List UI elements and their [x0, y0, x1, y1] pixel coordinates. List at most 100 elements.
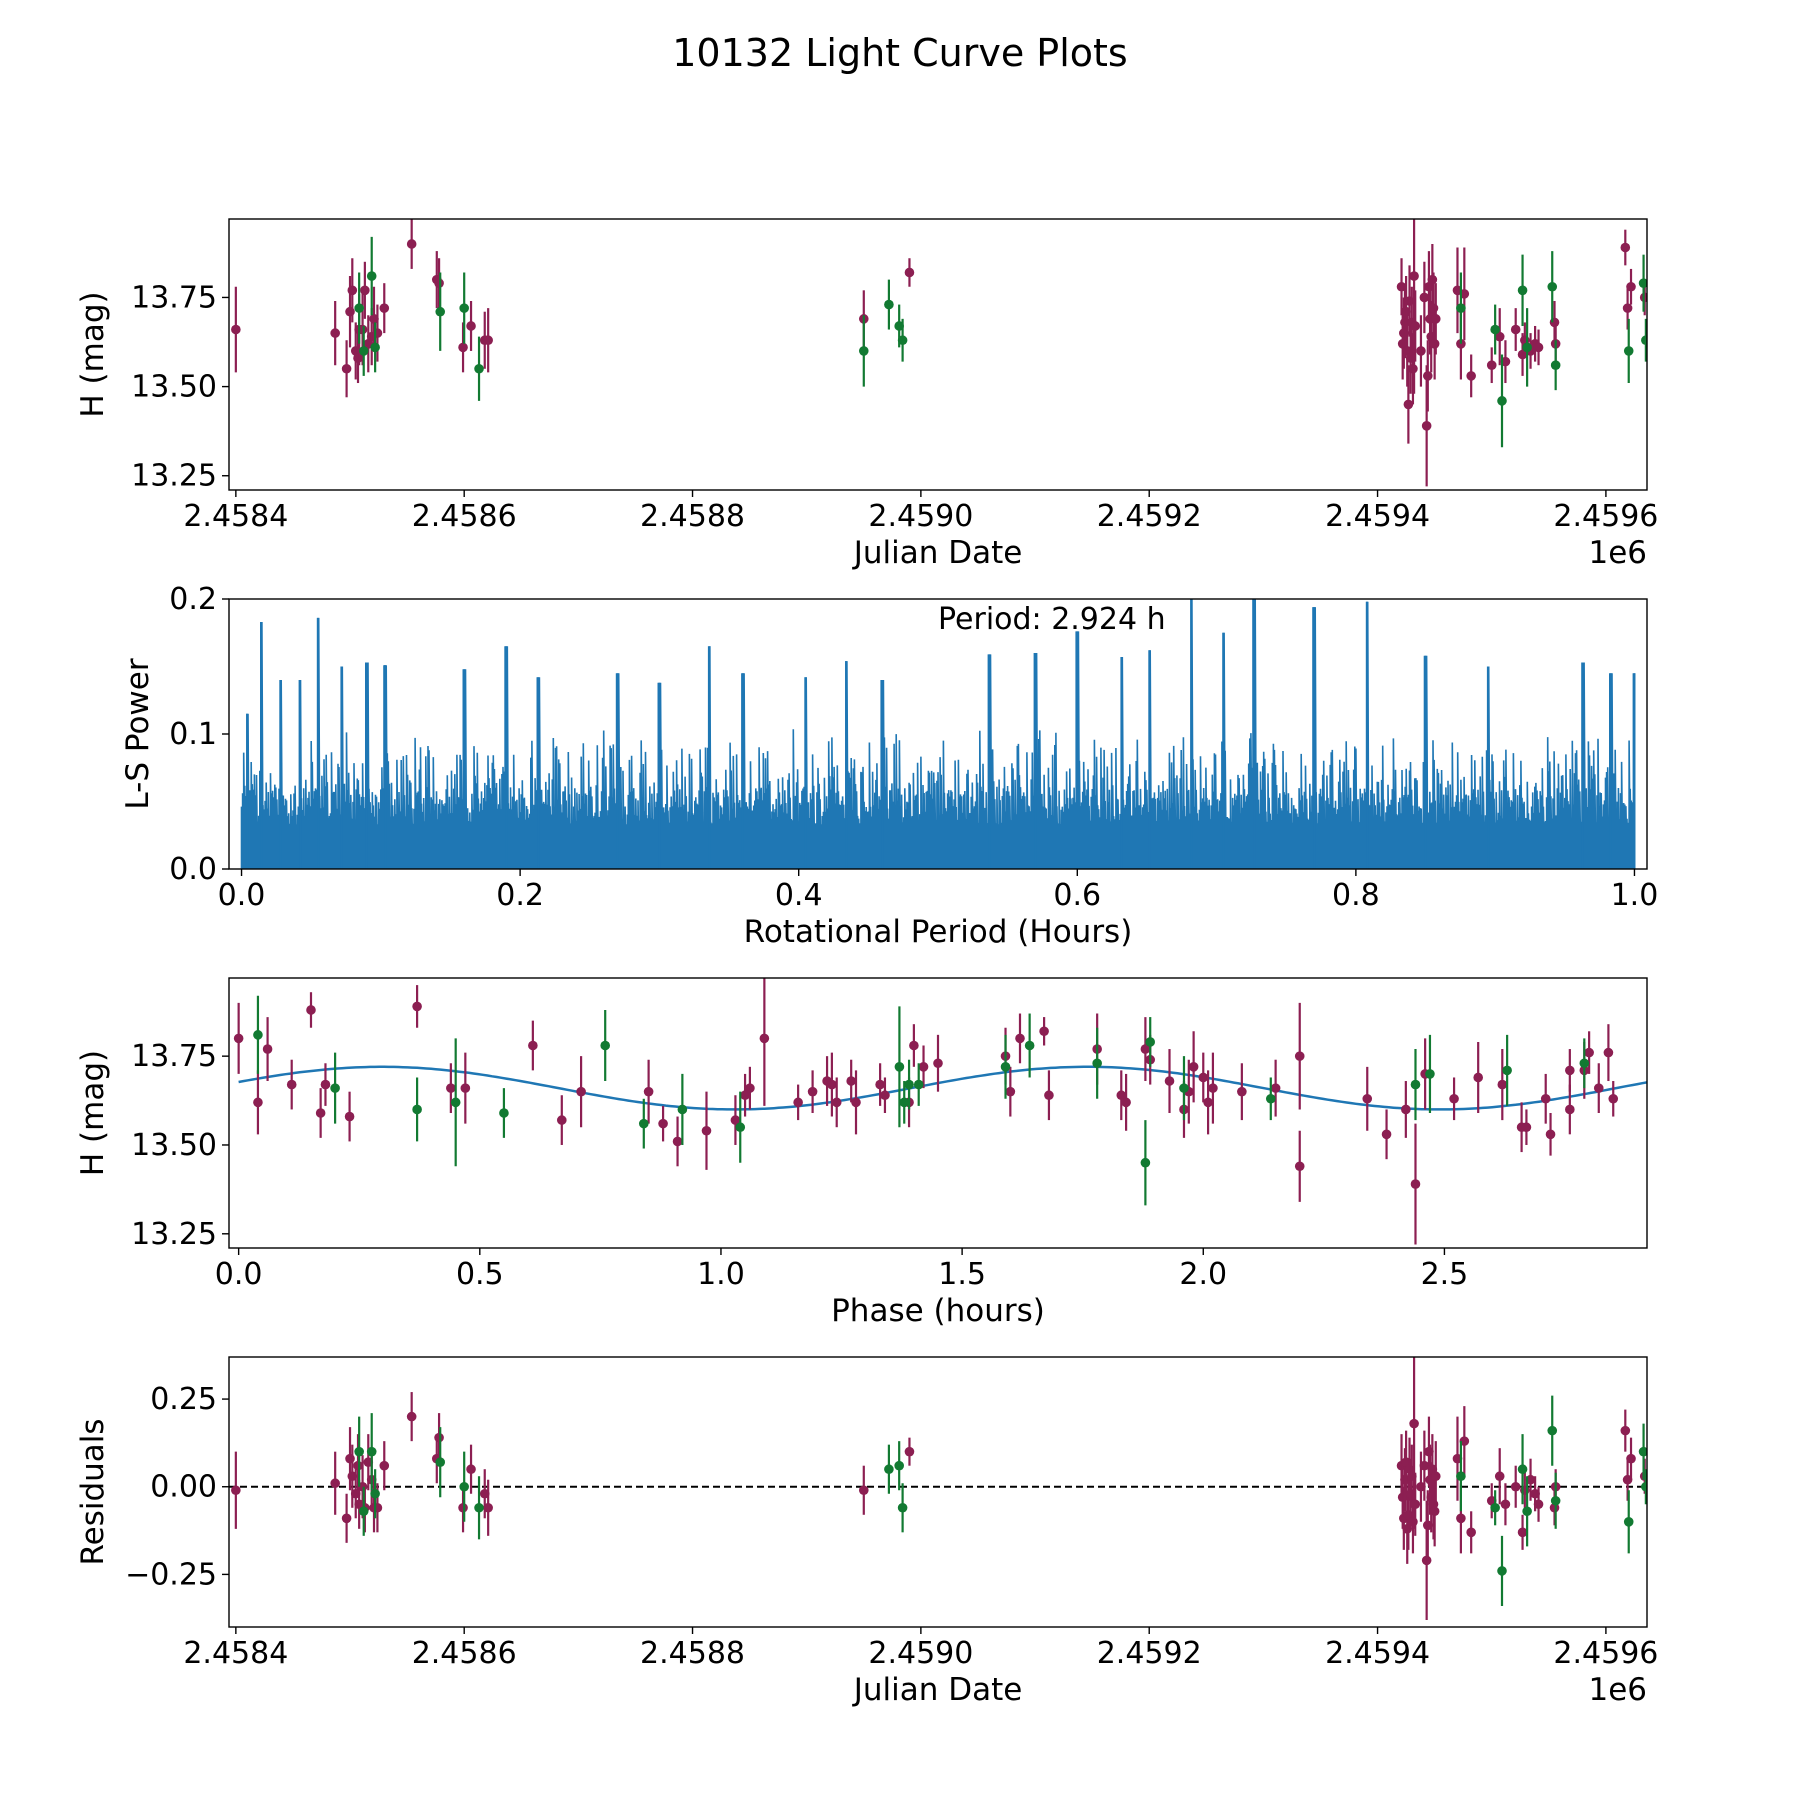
- y-tick-label: 0.2: [169, 582, 217, 617]
- data-point: [1494, 331, 1505, 342]
- x-tick-label: 1.0: [1611, 878, 1659, 913]
- data-point: [370, 1488, 380, 1499]
- data-point: [1486, 360, 1497, 370]
- data-point: [1198, 1072, 1209, 1083]
- data-point: [1456, 303, 1466, 313]
- data-point: [1466, 1527, 1476, 1538]
- data-point: [1639, 292, 1647, 303]
- data-point: [556, 1115, 567, 1125]
- data-point: [643, 1086, 654, 1097]
- data-point: [884, 1464, 894, 1475]
- data-point: [1638, 278, 1647, 288]
- data-point: [1362, 1093, 1373, 1104]
- data-point: [1490, 1502, 1500, 1513]
- data-point: [1522, 1506, 1532, 1517]
- x-tick-label: 0.6: [1053, 878, 1101, 913]
- panel-4: 2.4584 2.4586 2.4588 2.4590 2.4592 2.4594 2.45…: [75, 1356, 1658, 1708]
- data-point: [1429, 1506, 1440, 1517]
- x-tick-label: 2.4596: [1553, 1636, 1658, 1671]
- data-point: [1608, 1093, 1619, 1104]
- data-point: [1421, 1555, 1432, 1566]
- x-tick-label: 0.2: [496, 878, 544, 913]
- y-tick-label: 0.1: [169, 717, 217, 752]
- data-point: [330, 1478, 340, 1489]
- data-point: [459, 1481, 469, 1492]
- data-point: [330, 328, 340, 338]
- data-point: [330, 1083, 340, 1093]
- x-tick-label: 2.5: [1421, 1257, 1469, 1292]
- data-point: [1145, 1037, 1156, 1047]
- panel-2: Period: 2.924 h 0.0 0.2 0.4 0.6 0.8 1.0 0.0 0.1 0…: [120, 582, 1658, 950]
- data-point: [1024, 1040, 1035, 1051]
- data-point: [658, 1118, 668, 1129]
- data-point: [1419, 1460, 1430, 1471]
- data-point: [231, 324, 241, 335]
- data-point: [1039, 1026, 1049, 1037]
- y-axis-label: Residuals: [75, 1418, 111, 1565]
- data-point: [1265, 1093, 1276, 1104]
- data-point: [1422, 371, 1433, 381]
- data-point: [341, 1513, 352, 1524]
- data-point: [435, 306, 446, 317]
- data-point: [233, 1033, 244, 1044]
- data-point: [1092, 1058, 1102, 1069]
- data-point: [370, 342, 380, 353]
- data-point: [1015, 1033, 1025, 1044]
- data-point: [379, 303, 390, 313]
- y-tick-label: −0.25: [125, 1557, 217, 1592]
- x-tick-label: 0.0: [215, 1257, 263, 1292]
- data-point: [672, 1136, 683, 1147]
- plot-area: [229, 1357, 1647, 1620]
- y-axis-label: H (mag): [75, 1050, 111, 1176]
- data-point: [759, 1033, 770, 1044]
- data-point: [1430, 314, 1441, 324]
- x-axis-label: Julian Date: [852, 1672, 1023, 1708]
- data-point: [1521, 1122, 1532, 1133]
- x-axis-label: Julian Date: [852, 535, 1023, 571]
- data-point: [1545, 1129, 1556, 1140]
- data-point: [1547, 281, 1558, 292]
- data-point: [1517, 1527, 1528, 1538]
- y-tick-label: 0.00: [150, 1470, 217, 1505]
- data-point: [638, 1118, 649, 1129]
- data-point: [1494, 1471, 1505, 1482]
- data-point: [1466, 371, 1476, 381]
- x-tick-label: 0.0: [218, 878, 266, 913]
- data-point: [1565, 1065, 1575, 1076]
- data-point: [677, 1104, 688, 1115]
- plot-area: [231, 219, 1647, 487]
- y-tick-label: 13.75: [131, 1039, 217, 1074]
- data-point: [1403, 399, 1414, 410]
- data-point: [1623, 1517, 1634, 1527]
- data-point: [1550, 1495, 1561, 1506]
- data-point: [1237, 1086, 1247, 1097]
- data-point: [1401, 1104, 1411, 1115]
- data-point: [576, 1086, 586, 1097]
- data-point: [466, 321, 476, 331]
- data-point: [735, 1122, 746, 1133]
- data-point: [807, 1086, 818, 1097]
- data-point: [1565, 1104, 1575, 1115]
- data-point: [1408, 363, 1418, 374]
- data-point: [450, 1097, 461, 1108]
- data-point: [1500, 1499, 1511, 1510]
- data-point: [483, 335, 493, 346]
- data-point: [253, 1097, 263, 1108]
- data-point: [341, 363, 352, 374]
- data-point: [1638, 1446, 1647, 1457]
- data-point: [701, 1125, 712, 1136]
- data-point: [1410, 1079, 1421, 1090]
- data-point: [1430, 1471, 1441, 1482]
- data-point: [858, 346, 869, 356]
- data-point: [1603, 1047, 1614, 1058]
- data-point: [459, 303, 469, 313]
- data-point: [904, 1446, 915, 1457]
- data-point: [1427, 274, 1438, 285]
- data-point: [600, 1040, 611, 1051]
- data-point: [1641, 335, 1647, 346]
- data-point: [353, 1460, 363, 1471]
- data-point: [1419, 292, 1430, 303]
- data-point: [1409, 1418, 1419, 1429]
- data-point: [894, 1460, 904, 1471]
